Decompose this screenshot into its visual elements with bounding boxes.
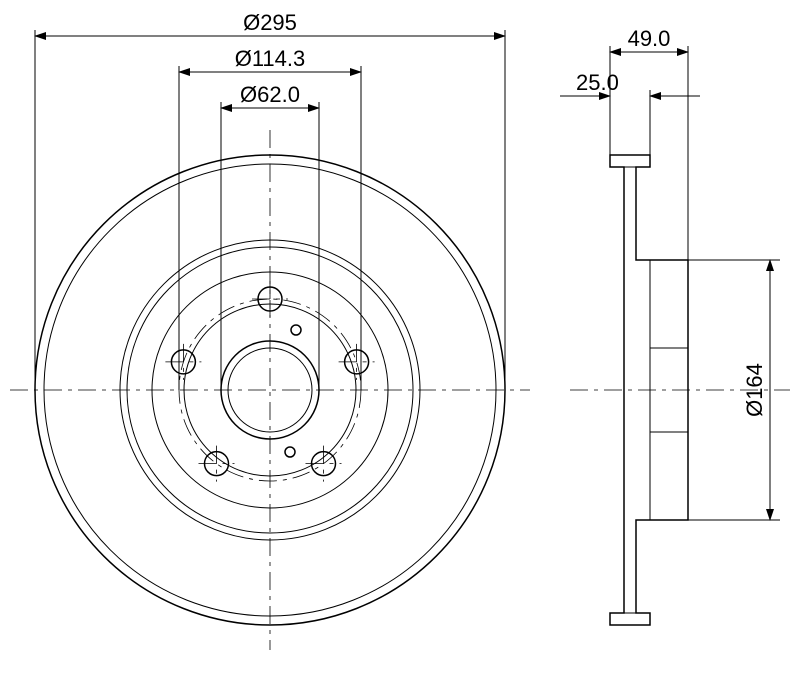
- bolt-hole: [306, 446, 342, 482]
- bolt-hole: [252, 281, 288, 317]
- dim-label: Ø164: [742, 363, 767, 417]
- technical-drawing: Ø295 Ø114.3 Ø62.0 49.0 25.0: [0, 0, 800, 695]
- dim-label: Ø295: [243, 10, 297, 35]
- bolt-hole: [199, 446, 235, 482]
- dim-label: 49.0: [628, 26, 671, 51]
- dim-label: Ø62.0: [240, 82, 300, 107]
- bolt-hole: [339, 344, 375, 380]
- center-bore: [221, 341, 319, 439]
- dimensions: Ø295 Ø114.3 Ø62.0 49.0 25.0: [35, 10, 780, 520]
- dim-disc-thickness: 25.0: [560, 70, 700, 155]
- pin-hole: [285, 447, 295, 457]
- dim-label: 25.0: [576, 70, 619, 95]
- front-view: [10, 130, 530, 650]
- dim-label: Ø114.3: [235, 46, 306, 71]
- dim-overall-depth: 49.0: [610, 26, 688, 260]
- bolt-hole: [165, 344, 201, 380]
- pin-hole: [291, 325, 301, 335]
